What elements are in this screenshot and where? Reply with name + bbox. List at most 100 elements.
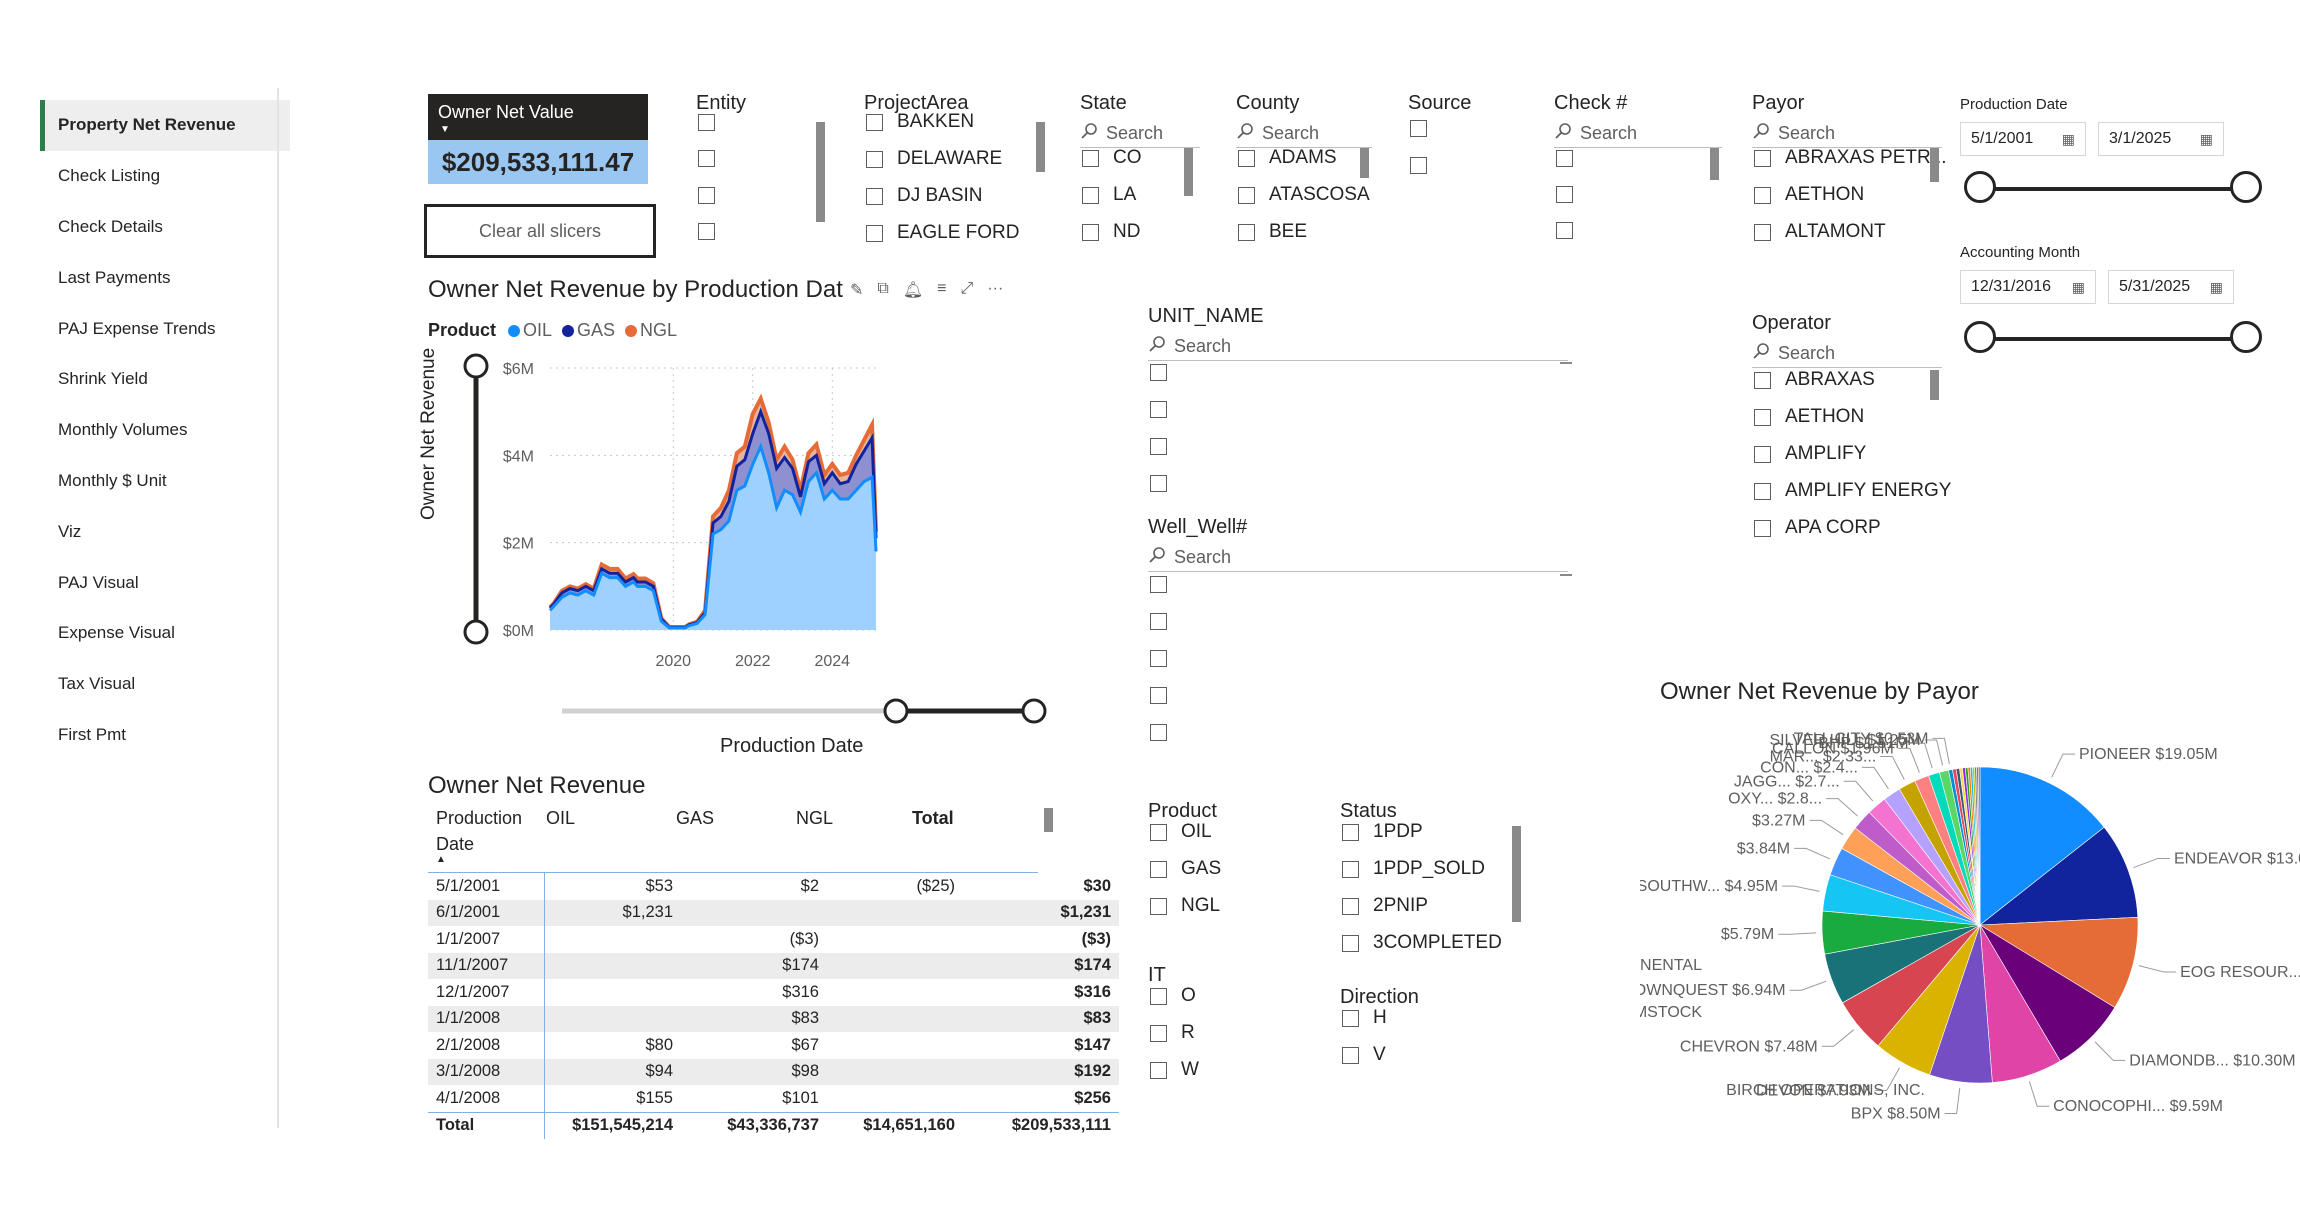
checkbox[interactable]	[1754, 186, 1771, 204]
check-scrollbar[interactable]	[1710, 148, 1719, 180]
operator-option[interactable]: AMPLIFY	[1754, 436, 1866, 473]
calendar-icon[interactable]: ▦	[2209, 278, 2223, 295]
checkbox[interactable]	[1150, 823, 1167, 841]
it-option[interactable]: W	[1150, 1052, 1199, 1089]
unit_name-option[interactable]	[1150, 428, 1181, 465]
source-option[interactable]	[1410, 147, 1441, 184]
card-header[interactable]: Owner Net Value ▼	[428, 94, 648, 140]
production-date-slider-handle-end[interactable]	[2230, 171, 2262, 203]
nav-item-12[interactable]: First Pmt	[58, 724, 126, 744]
payor-scrollbar[interactable]	[1930, 148, 1939, 182]
calendar-icon[interactable]: ▦	[2061, 130, 2075, 147]
checkbox[interactable]	[1754, 223, 1771, 241]
projectarea-option[interactable]: BAKKEN	[866, 104, 974, 141]
operator-option[interactable]: AETHON	[1754, 399, 1864, 436]
table-row[interactable]: 11/1/2007 $174 $174	[428, 952, 1119, 979]
legend-item-oil[interactable]: OIL	[508, 320, 552, 341]
checkbox[interactable]	[1342, 860, 1359, 878]
checkbox[interactable]	[1082, 186, 1099, 204]
nav-item-9[interactable]: PAJ Visual	[58, 572, 139, 592]
checkbox[interactable]	[1082, 223, 1099, 241]
state-search-input[interactable]: Search	[1080, 122, 1200, 148]
checkbox[interactable]	[1410, 119, 1427, 137]
accounting-month-end[interactable]: 5/31/2025 ▦	[2108, 270, 2234, 304]
state-option[interactable]: CO	[1082, 140, 1142, 177]
well-option[interactable]	[1150, 603, 1181, 640]
dropdown-caret-icon[interactable]: ▼	[440, 124, 450, 135]
operator-option[interactable]: ABRAXAS	[1754, 362, 1875, 399]
table-row[interactable]: 2/1/2008 $80 $67 $147	[428, 1032, 1119, 1059]
col-header-total[interactable]: Total	[912, 808, 954, 828]
filter-icon[interactable]: ≡	[937, 280, 947, 297]
unit_name-option[interactable]	[1150, 465, 1181, 502]
checkbox[interactable]	[1150, 987, 1167, 1005]
unit_name-search-input[interactable]: Search	[1148, 335, 1568, 361]
check-option[interactable]	[1556, 212, 1587, 249]
table-scrollbar[interactable]	[1044, 808, 1053, 832]
checkbox[interactable]	[1754, 149, 1771, 167]
x-zoom-handle-end[interactable]	[1021, 698, 1047, 724]
checkbox[interactable]	[1150, 363, 1167, 381]
pie-slice[interactable]	[1979, 766, 2105, 926]
entity-option[interactable]	[698, 214, 729, 251]
projectarea-option[interactable]: EAGLE FORD	[866, 215, 1019, 252]
nav-item-2[interactable]: Check Details	[58, 216, 163, 236]
production-date-end[interactable]: 3/1/2025 ▦	[2098, 122, 2224, 156]
table-row[interactable]: 1/1/2008 $83 $83	[428, 1005, 1119, 1032]
checkbox[interactable]	[1150, 649, 1167, 667]
checkbox[interactable]	[1150, 686, 1167, 704]
operator-scrollbar[interactable]	[1930, 370, 1939, 400]
status-option[interactable]: 1PDP	[1342, 814, 1423, 851]
nav-item-8[interactable]: Viz	[58, 521, 82, 541]
checkbox[interactable]	[1556, 149, 1573, 167]
checkbox[interactable]	[1754, 519, 1771, 537]
product-option[interactable]: GAS	[1150, 851, 1221, 888]
checkbox[interactable]	[866, 113, 883, 131]
product-option[interactable]: NGL	[1150, 888, 1220, 925]
checkbox[interactable]	[1342, 1009, 1359, 1027]
checkbox[interactable]	[1150, 575, 1167, 593]
production-date-slider-handle-start[interactable]	[1964, 171, 1996, 203]
table-row[interactable]: 12/1/2007 $316 $316	[428, 979, 1119, 1006]
well-option[interactable]	[1150, 640, 1181, 677]
production-date-start[interactable]: 5/1/2001 ▦	[1960, 122, 2086, 156]
nav-item-7[interactable]: Monthly $ Unit	[58, 470, 167, 490]
unit_name-option[interactable]	[1150, 391, 1181, 428]
checkbox[interactable]	[698, 113, 715, 131]
pie-slice[interactable]	[1978, 766, 1981, 926]
operator-search-input[interactable]: Search	[1752, 342, 1942, 368]
checkbox[interactable]	[1556, 185, 1573, 203]
accounting-month-slider-track[interactable]	[1982, 337, 2244, 341]
nav-item-10[interactable]: Expense Visual	[58, 623, 175, 643]
entity-option[interactable]	[698, 104, 729, 141]
entity-option[interactable]	[698, 141, 729, 178]
legend-item-ngl[interactable]: NGL	[625, 320, 677, 341]
nav-item-3[interactable]: Last Payments	[58, 267, 171, 287]
payor-option[interactable]: ALTAMONT	[1754, 214, 1886, 251]
checkbox[interactable]	[1150, 860, 1167, 878]
legend-item-gas[interactable]: GAS	[562, 320, 615, 341]
bell-icon[interactable]: 🔔︎	[902, 282, 924, 299]
checkbox[interactable]	[1150, 612, 1167, 630]
county-scrollbar[interactable]	[1360, 148, 1369, 178]
checkbox[interactable]	[1238, 223, 1255, 241]
checkbox[interactable]	[1150, 1024, 1167, 1042]
entity-scrollbar[interactable]	[816, 122, 825, 222]
check-search-input[interactable]: Search	[1554, 122, 1722, 148]
accounting-month-slider-handle-end[interactable]	[2230, 321, 2262, 353]
col-header-gas[interactable]: GAS	[676, 808, 715, 828]
clear-all-slicers-button[interactable]: Clear all slicers	[424, 204, 656, 258]
well-option[interactable]	[1150, 714, 1181, 751]
more-options-icon[interactable]: ···	[987, 280, 1004, 297]
county-option[interactable]: BEE	[1238, 214, 1307, 251]
checkbox[interactable]	[1342, 1046, 1359, 1064]
checkbox[interactable]	[1150, 474, 1167, 492]
unit_name-option[interactable]	[1150, 354, 1181, 391]
county-option[interactable]: ADAMS	[1238, 140, 1337, 177]
copy-icon[interactable]: ⧉	[877, 280, 889, 297]
checkbox[interactable]	[1150, 400, 1167, 418]
status-scrollbar[interactable]	[1512, 826, 1521, 922]
checkbox[interactable]	[1410, 156, 1427, 174]
check-option[interactable]	[1556, 140, 1587, 177]
table-row[interactable]: 3/1/2008 $94 $98 $192	[428, 1058, 1119, 1085]
